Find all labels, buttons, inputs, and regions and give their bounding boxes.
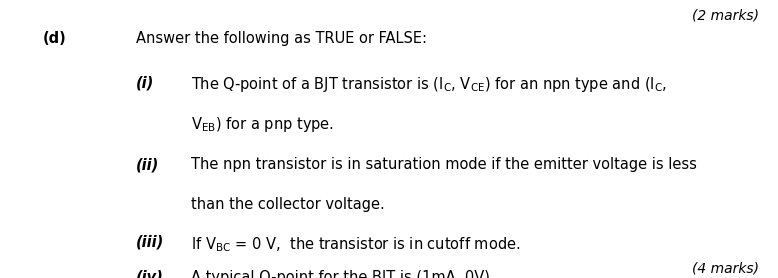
Text: Answer the following as TRUE or FALSE:: Answer the following as TRUE or FALSE: <box>136 31 427 46</box>
Text: V$_\mathrm{EB}$) for a pnp type.: V$_\mathrm{EB}$) for a pnp type. <box>191 115 334 134</box>
Text: (i): (i) <box>136 75 154 90</box>
Text: A typical Q-point for the BJT is (1mA, 0V).: A typical Q-point for the BJT is (1mA, 0… <box>191 270 494 278</box>
Text: (2 marks): (2 marks) <box>692 8 759 22</box>
Text: (4 marks): (4 marks) <box>692 261 759 275</box>
Text: than the collector voltage.: than the collector voltage. <box>191 197 384 212</box>
Text: The npn transistor is in saturation mode if the emitter voltage is less: The npn transistor is in saturation mode… <box>191 157 696 172</box>
Text: The Q-point of a BJT transistor is (I$_\mathrm{C}$, V$_\mathrm{CE}$) for an npn : The Q-point of a BJT transistor is (I$_\… <box>191 75 667 94</box>
Text: (ii): (ii) <box>136 157 159 172</box>
Text: (iv): (iv) <box>136 270 164 278</box>
Text: If V$_\mathrm{BC}$ = 0 V,  the transistor is in cutoff mode.: If V$_\mathrm{BC}$ = 0 V, the transistor… <box>191 235 520 254</box>
Text: (d): (d) <box>43 31 67 46</box>
Text: (iii): (iii) <box>136 235 164 250</box>
